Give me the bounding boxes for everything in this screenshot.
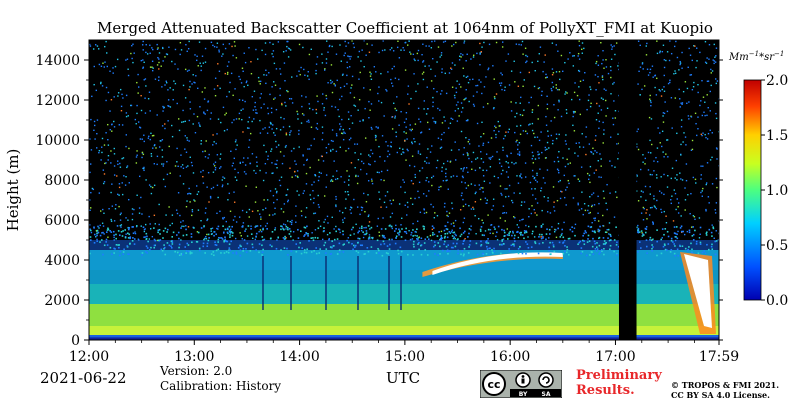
x-tick-label: 17:59 (699, 349, 739, 365)
preliminary-notice: Preliminary Results. (576, 368, 662, 398)
x-axis: 12:00 13:00 14:00 15:00 16:00 17:00 17:59 (69, 340, 739, 365)
footer-version: Version: 2.0 (160, 364, 233, 378)
x-axis-label: UTC (386, 369, 421, 387)
colorbar-gradient (743, 79, 762, 301)
x-tick-label: 17:00 (595, 349, 635, 365)
copyright-line-1: © TROPOS & FMI 2021. (671, 380, 780, 390)
backscatter-heatmap (89, 40, 719, 340)
colorbar-unit: Mm−1*sr−1 (728, 50, 784, 63)
cc-by-sa-icon: cc BY SA (480, 370, 562, 398)
copyright-line-2: CC BY SA 4.0 License. (671, 390, 770, 400)
y-tick-label: 12000 (35, 93, 80, 109)
y-tick-label: 0 (71, 333, 80, 349)
cc-by-label: BY (519, 391, 528, 398)
x-tick-label: 13:00 (174, 349, 214, 365)
y-axis: 0 2000 4000 6000 8000 10000 12000 14000 (35, 53, 723, 349)
footer-calibration: Calibration: History (160, 379, 282, 393)
y-tick-label: 2000 (44, 293, 80, 309)
x-tick-label: 12:00 (69, 349, 109, 365)
preliminary-line-2: Results. (576, 383, 635, 398)
colorbar-tick-label: 1.5 (766, 128, 788, 144)
x-tick-label: 15:00 (385, 349, 425, 365)
colorbar-tick-label: 1.0 (766, 183, 788, 199)
y-tick-label: 10000 (35, 133, 80, 149)
y-tick-label: 8000 (44, 173, 80, 189)
colorbar-tick-label: 0.0 (766, 293, 788, 309)
cc-sa-label: SA (542, 391, 551, 398)
preliminary-line-1: Preliminary (576, 368, 662, 383)
y-tick-label: 4000 (44, 253, 80, 269)
colorbar-tick-label: 0.5 (766, 238, 788, 254)
y-tick-label: 14000 (35, 53, 80, 69)
copyright-notice: © TROPOS & FMI 2021. CC BY SA 4.0 Licens… (671, 380, 779, 400)
plot-area (88, 39, 720, 341)
svg-text:cc: cc (487, 378, 500, 391)
colorbar-tick-label: 2.0 (766, 73, 788, 89)
y-axis-label: Height (m) (4, 149, 22, 232)
x-tick-label: 16:00 (490, 349, 530, 365)
y-tick-label: 6000 (44, 213, 80, 229)
x-tick-label: 14:00 (279, 349, 319, 365)
colorbar: 0.0 0.5 1.0 1.5 2.0 Mm−1*sr−1 (728, 50, 788, 309)
footer-date: 2021-06-22 (40, 369, 127, 387)
chart-title: Merged Attenuated Backscatter Coefficien… (97, 19, 713, 37)
plot-frame (88, 39, 720, 341)
colorbar-ticks: 0.0 0.5 1.0 1.5 2.0 (761, 73, 788, 309)
